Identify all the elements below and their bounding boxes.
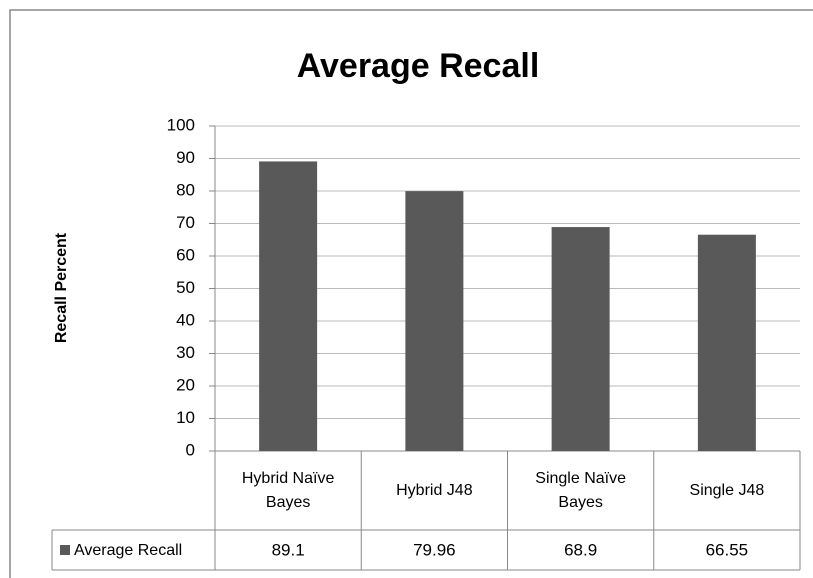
y-axis-label: Recall Percent [53, 232, 70, 343]
x-category-cell: Single J48 [689, 481, 765, 499]
y-tick-label: 80 [176, 180, 195, 199]
table-value: 66.55 [706, 540, 749, 559]
y-tick-label: 90 [176, 148, 195, 167]
y-tick-label: 40 [176, 310, 195, 329]
x-tick-label: Single J48 [689, 481, 765, 499]
x-category-cell: Hybrid J48 [396, 481, 473, 499]
y-tick-label: 0 [186, 440, 195, 459]
x-category-cell: Single Naïve Bayes [535, 469, 626, 511]
x-tick-label: Single Naïve Bayes [535, 469, 626, 511]
bar [259, 161, 318, 452]
y-tick-label: 60 [176, 245, 195, 264]
y-tick-label: 100 [167, 115, 195, 134]
y-tick-label: 30 [176, 343, 195, 362]
x-category-cell: Hybrid Naïve Bayes [241, 469, 335, 511]
bar [405, 191, 464, 451]
legend-key [60, 545, 70, 555]
y-tick-label: 70 [176, 213, 195, 232]
y-tick-label: 10 [176, 408, 195, 427]
x-tick-label: Hybrid Naïve Bayes [241, 469, 335, 511]
bar [551, 227, 610, 451]
chart-title: Average Recall [297, 47, 540, 85]
y-tick-label: 50 [176, 278, 195, 297]
table-value: 89.1 [272, 540, 305, 559]
x-tick-label: Hybrid J48 [396, 481, 473, 499]
table-value: 79.96 [413, 540, 456, 559]
legend-label: Average Recall [74, 542, 182, 559]
y-tick-label: 20 [176, 375, 195, 394]
bar [697, 234, 756, 451]
table-value: 68.9 [564, 540, 597, 559]
